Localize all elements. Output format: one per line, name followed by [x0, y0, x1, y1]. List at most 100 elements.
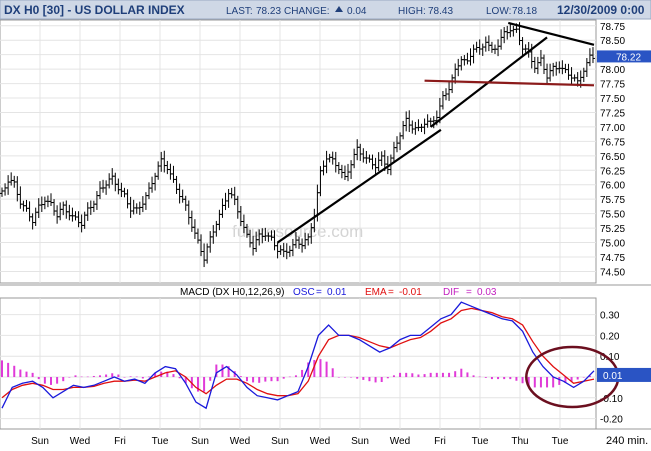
macd-histogram-bar	[1, 360, 3, 378]
macd-histogram-bar	[319, 359, 322, 378]
macd-histogram-bar	[184, 377, 187, 384]
macd-histogram-bar	[135, 376, 138, 378]
macd-histogram-bar	[203, 377, 206, 392]
macd-histogram-bar	[92, 375, 95, 378]
macd-histogram-bar	[19, 369, 22, 378]
macd-histogram-bar	[111, 373, 114, 378]
macd-histogram-bar	[392, 375, 395, 378]
macd-histogram-bar	[448, 372, 451, 378]
macd-histogram-bar	[564, 377, 567, 383]
price-tick-label: 78.50	[600, 36, 625, 47]
macd-histogram-bar	[356, 377, 359, 379]
macd-histogram-bar	[484, 377, 487, 378]
price-tick-label: 74.75	[600, 253, 625, 264]
price-tick-label: 75.00	[600, 239, 625, 250]
macd-histogram-bar	[399, 372, 402, 378]
last-price-label: 78.22	[616, 52, 641, 63]
macd-histogram-bar	[435, 372, 438, 378]
macd-histogram-bar	[411, 373, 414, 378]
macd-histogram-bar	[405, 372, 408, 378]
legend-label-dif: DIF	[443, 287, 459, 298]
watermark: futuresource.com	[232, 222, 363, 241]
legend-equals: =	[388, 287, 394, 298]
price-y-ticks: 78.7578.5078.2578.0077.7577.5077.2577.00…	[600, 22, 625, 279]
price-tick-label: 77.00	[600, 123, 625, 134]
support-line	[424, 79, 595, 87]
macd-tick-label: -0.10	[600, 394, 623, 405]
macd-histogram-bar	[233, 371, 236, 378]
low-value: 78.18	[512, 6, 537, 17]
x-axis-label: Fri	[434, 436, 446, 447]
legend-value-ema: -0.01	[399, 287, 422, 298]
macd-histogram-bar	[86, 376, 89, 378]
ema-line	[1, 307, 595, 399]
macd-histogram-bar	[117, 374, 120, 378]
legend-equals: =	[466, 287, 472, 298]
macd-histogram-bar	[588, 375, 591, 378]
last-value: 78.23	[256, 6, 281, 17]
macd-histogram-bar	[294, 375, 297, 378]
macd-histogram-bar	[533, 377, 536, 388]
macd-histogram-bar	[325, 361, 328, 378]
low-label: LOW:	[486, 6, 511, 17]
macd-histogram-bar	[98, 375, 101, 378]
macd-histogram-bar	[490, 377, 493, 380]
last-label: LAST:	[226, 6, 253, 17]
macd-histogram-bar	[466, 372, 469, 378]
macd-histogram-bar	[313, 359, 316, 378]
interval-label: 240 min.	[606, 435, 648, 447]
value-markers: 78.22 0.01	[597, 50, 651, 382]
x-axis-label: Wed	[310, 436, 330, 447]
macd-histogram-bar	[301, 369, 304, 378]
macd-histogram-bar	[129, 376, 132, 378]
macd-histogram-bar	[307, 362, 310, 378]
macd-histogram-bar	[503, 377, 506, 380]
macd-tick-label: 0.30	[600, 311, 620, 322]
macd-histogram-bar	[252, 377, 255, 383]
macd-histogram-bar	[49, 377, 52, 385]
macd-tick-label: 0.10	[600, 352, 620, 363]
macd-histogram-bar	[546, 377, 549, 388]
macd-tick-label: 0.20	[600, 331, 620, 342]
macd-histogram-bar	[527, 377, 530, 386]
macd-histogram-bar	[539, 377, 542, 388]
header-datetime: 12/30/2009 0:00	[557, 3, 645, 17]
change-label: CHANGE:	[284, 6, 330, 17]
x-axis-label: Wed	[230, 436, 250, 447]
macd-histogram-bar	[43, 377, 46, 384]
macd-last-marker	[597, 367, 651, 382]
macd-histogram-bar	[582, 377, 585, 378]
x-axis-label: Sun	[31, 436, 49, 447]
macd-last-label: 0.01	[603, 371, 623, 382]
price-tick-label: 75.25	[600, 224, 625, 235]
price-tick-label: 78.75	[600, 22, 625, 33]
macd-histogram-bar	[209, 377, 212, 381]
macd-histogram-bar	[288, 376, 291, 378]
macd-histogram-bar	[105, 374, 108, 378]
trendline	[507, 21, 595, 46]
change-value: 0.04	[347, 6, 367, 17]
macd-title: MACD (DX H0,12,26,9)	[180, 287, 284, 298]
macd-histogram-bar	[509, 377, 512, 380]
macd-histogram-bar	[552, 377, 555, 388]
price-tick-label: 78.00	[600, 65, 625, 76]
macd-histogram-bar	[68, 377, 71, 378]
x-axis-label: Wed	[70, 436, 90, 447]
macd-histogram-bar	[258, 377, 261, 383]
macd-lines	[1, 301, 595, 410]
macd-histogram-bar	[497, 377, 500, 380]
macd-histogram-bar	[178, 377, 181, 379]
macd-histogram-bar	[227, 366, 230, 378]
up-arrow-icon	[335, 6, 343, 12]
macd-histogram-bar	[37, 377, 40, 380]
macd-histogram-bar	[386, 377, 389, 379]
macd-histogram-bar	[141, 377, 144, 379]
macd-histogram-bar	[276, 377, 279, 382]
price-tick-label: 75.50	[600, 210, 625, 221]
trendline	[276, 128, 442, 244]
last-price-marker	[597, 50, 651, 63]
macd-histogram-bar	[31, 372, 34, 378]
high-label: HIGH:	[398, 6, 426, 17]
macd-histogram-bar	[215, 364, 218, 378]
